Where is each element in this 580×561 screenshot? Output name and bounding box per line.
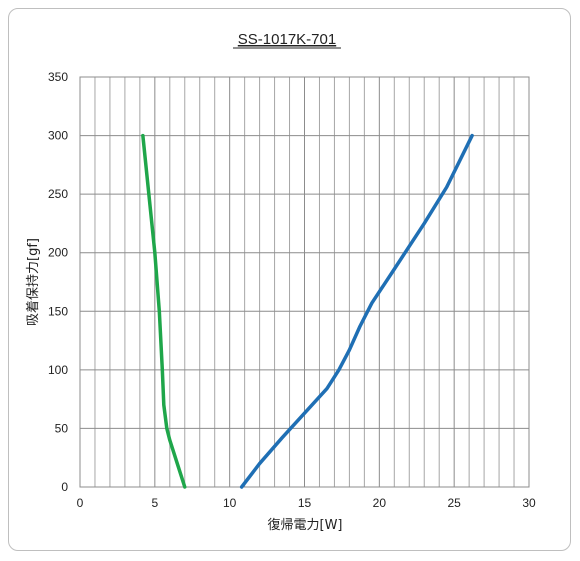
y-tick-label: 350 (48, 70, 68, 84)
series-line-2 (239, 133, 474, 489)
x-tick-label: 20 (373, 496, 387, 510)
x-axis-label: 復帰電力[W] (268, 517, 343, 533)
series-line-1 (141, 133, 187, 489)
y-tick-label: 0 (61, 480, 68, 494)
x-tick-label: 10 (223, 496, 237, 510)
x-tick-label: 0 (77, 496, 84, 510)
plot-area (79, 76, 530, 488)
chart-title: SS-1017K-701 (238, 31, 336, 48)
y-tick-label: 50 (55, 421, 69, 435)
y-tick-labels: 0 50 100 150 200 250 300 350 (48, 70, 68, 494)
y-tick-label: 100 (48, 363, 68, 377)
x-tick-label: 25 (447, 496, 461, 510)
major-gridlines (79, 76, 530, 488)
x-tick-labels: 0 5 10 15 20 25 30 (77, 496, 536, 510)
x-tick-label: 5 (151, 496, 158, 510)
series-group (141, 133, 474, 489)
x-tick-label: 30 (522, 496, 536, 510)
y-tick-label: 150 (48, 304, 68, 318)
y-axis-label: 吸着保持力[gf] (25, 238, 41, 326)
y-tick-label: 300 (48, 129, 68, 143)
x-tick-label: 15 (298, 496, 312, 510)
y-tick-label: 250 (48, 187, 68, 201)
y-tick-label: 200 (48, 246, 68, 260)
